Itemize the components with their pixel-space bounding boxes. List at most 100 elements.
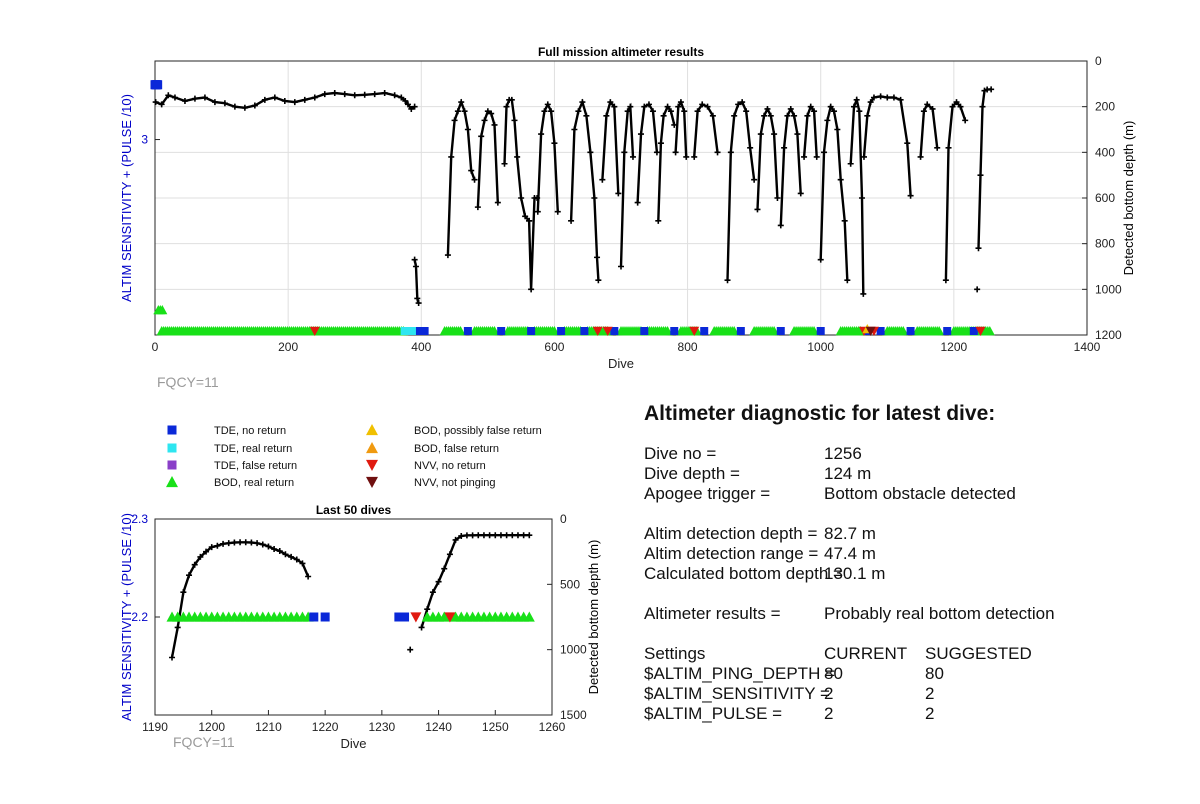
data-point [408, 105, 415, 112]
row-label: Calculated bottom depth = [644, 564, 843, 583]
data-point [251, 102, 258, 109]
row-label: Altim detection range = [644, 544, 819, 563]
bod-marker [809, 326, 820, 336]
data-point [411, 256, 418, 263]
data-point [599, 176, 606, 183]
fqcy-label: FQCY=11 [157, 374, 219, 390]
tde-marker [407, 327, 416, 335]
y-axis-label-left: ALTIM SENSITIVITY + (PULSE /10) [119, 94, 134, 302]
diagnostic-row: Dive depth = 124 m [644, 464, 1184, 484]
data-point [837, 176, 844, 183]
depth-line [726, 100, 756, 281]
data-point [774, 195, 781, 201]
data-point [484, 108, 491, 115]
bod-marker [934, 326, 945, 336]
setting-current: 2 [824, 704, 834, 723]
data-point [787, 105, 794, 112]
tde-marker [580, 327, 589, 335]
depth-line [446, 98, 476, 256]
data-point [242, 539, 249, 546]
tde-marker [394, 612, 404, 622]
data-point [655, 217, 662, 224]
data-point [699, 101, 706, 108]
data-point [402, 97, 409, 104]
row-label: Apogee trigger = [644, 484, 771, 503]
data-point [221, 100, 228, 107]
x-tick-label: 1200 [941, 340, 968, 354]
diagnostic-panel: Altimeter diagnostic for latest dive: Di… [644, 402, 1184, 724]
data-point [904, 140, 911, 147]
data-point [867, 99, 874, 106]
data-point [398, 94, 405, 101]
tde-marker [776, 327, 785, 335]
data-point [974, 286, 981, 293]
data-point [979, 103, 986, 110]
tde-marker [943, 327, 952, 335]
data-point [469, 532, 476, 539]
data-point [794, 131, 801, 138]
data-point [683, 153, 690, 160]
data-point [813, 153, 820, 160]
data-point [975, 245, 982, 252]
data-point [169, 654, 176, 661]
setting-current: 2 [824, 684, 834, 703]
last-50-dives-chart: 1190 1200 1210 1220 1230 1240 1250 1260 0 500 1000… [119, 503, 601, 751]
y-axis-label-right: Detected bottom depth (m) [1121, 121, 1136, 276]
nvv-marker [602, 326, 613, 336]
data-point [754, 206, 761, 213]
legend-label: TDE, false return [214, 460, 297, 472]
data-point [791, 112, 798, 119]
data-point [291, 99, 298, 106]
data-point [276, 548, 283, 555]
data-point [929, 105, 936, 112]
data-point [548, 108, 555, 115]
depth-line [693, 102, 719, 157]
data-point [884, 94, 891, 101]
data-point [962, 117, 969, 124]
diagnostic-row: Calculated bottom depth = 130.1 m [644, 564, 1184, 584]
data-point [351, 92, 358, 99]
y-tick-label-right: 500 [560, 577, 580, 591]
data-point [924, 101, 931, 108]
tde-marker [670, 327, 679, 335]
data-point [739, 99, 746, 106]
data-point [694, 108, 701, 115]
x-axis-label: Dive [340, 736, 366, 751]
data-point [475, 532, 482, 539]
legend-marker [366, 424, 378, 436]
data-point [381, 89, 388, 96]
legend-label: TDE, no return [214, 425, 286, 437]
tde-marker [400, 327, 409, 335]
data-point [321, 91, 328, 98]
data-point [660, 112, 667, 119]
bod-marker [157, 305, 168, 315]
data-point [841, 217, 848, 224]
settings-header-current: CURRENT [824, 644, 908, 663]
results-value: Probably real bottom detection [824, 604, 1055, 623]
y-tick-label-left: 2.3 [131, 512, 148, 526]
y-tick-label-right: 600 [1095, 191, 1115, 205]
data-point [181, 97, 188, 104]
legend-marker [166, 476, 178, 488]
data-point [411, 103, 418, 110]
data-point [641, 103, 648, 110]
data-point [463, 532, 470, 539]
tde-marker [736, 327, 745, 335]
data-point [214, 542, 221, 549]
depth-line [862, 95, 912, 196]
settings-header-label: Settings [644, 644, 706, 663]
data-point [583, 112, 590, 119]
legend: TDE, no return TDE, real return TDE, false… [166, 424, 542, 489]
data-point [677, 99, 684, 106]
data-point [197, 553, 204, 560]
data-point [414, 295, 421, 302]
data-point [503, 532, 510, 539]
setting-suggested: 2 [925, 704, 935, 723]
tde-marker [557, 327, 566, 335]
y-tick-label-right: 1200 [1095, 328, 1122, 342]
row-label: Altim detection depth = [644, 524, 818, 543]
y-tick-label-left: 2.2 [131, 610, 148, 624]
setting-suggested: 80 [925, 664, 944, 683]
data-point [664, 103, 671, 110]
